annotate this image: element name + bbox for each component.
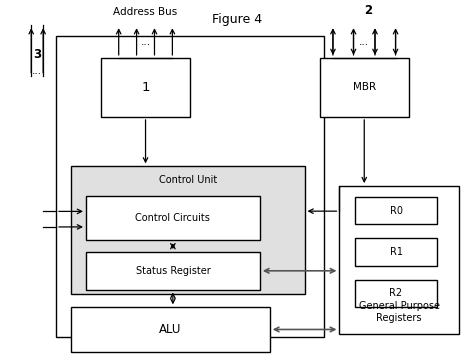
Text: R2: R2 bbox=[390, 288, 402, 298]
Bar bbox=[356, 238, 437, 266]
Text: Status Register: Status Register bbox=[136, 266, 210, 276]
Text: Figure 4: Figure 4 bbox=[212, 14, 262, 26]
Bar bbox=[86, 252, 260, 289]
Text: Control Circuits: Control Circuits bbox=[136, 213, 210, 223]
Bar bbox=[356, 280, 437, 307]
Text: R0: R0 bbox=[390, 206, 402, 216]
Text: 3: 3 bbox=[33, 48, 41, 61]
Text: ...: ... bbox=[32, 66, 42, 76]
Bar bbox=[86, 196, 260, 240]
Bar bbox=[339, 186, 459, 334]
Bar bbox=[56, 36, 325, 337]
Bar bbox=[71, 166, 305, 294]
Text: ...: ... bbox=[140, 37, 151, 47]
Text: MBR: MBR bbox=[353, 83, 376, 93]
Bar bbox=[101, 58, 190, 117]
Text: 2: 2 bbox=[364, 4, 372, 17]
Text: General Purpose
Registers: General Purpose Registers bbox=[358, 302, 439, 323]
Text: R1: R1 bbox=[390, 247, 402, 257]
Text: Control Unit: Control Unit bbox=[159, 175, 217, 185]
Bar bbox=[71, 307, 270, 352]
Text: ALU: ALU bbox=[159, 323, 182, 336]
Text: Address Bus: Address Bus bbox=[113, 7, 178, 17]
Text: ...: ... bbox=[359, 37, 369, 47]
Bar bbox=[356, 197, 437, 225]
Bar bbox=[319, 58, 409, 117]
Text: 1: 1 bbox=[141, 81, 150, 94]
